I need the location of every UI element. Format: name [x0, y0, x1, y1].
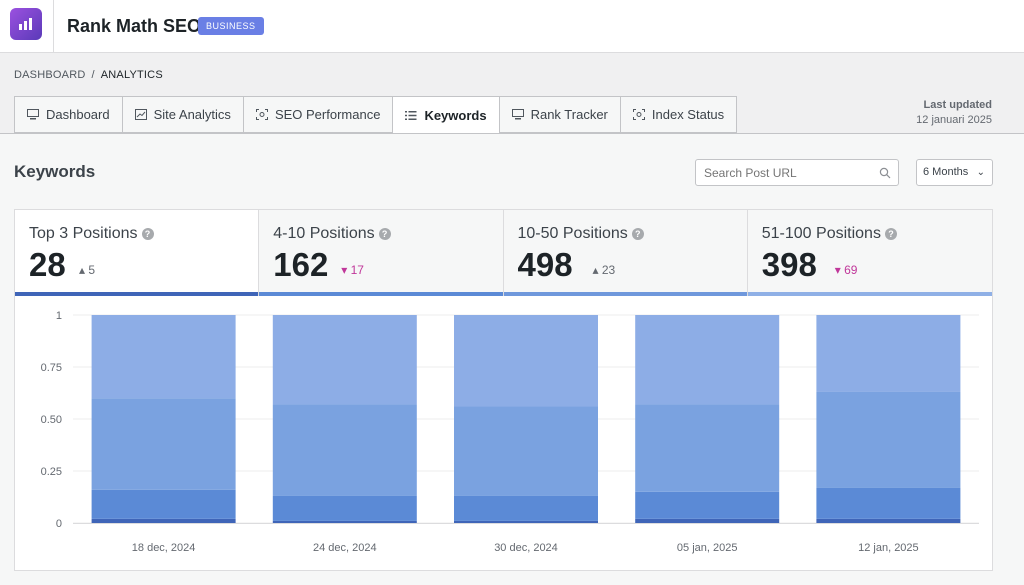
- tab-label: SEO Performance: [274, 107, 381, 122]
- stacked-bar-segment: [91, 518, 236, 523]
- x-tick-label: 18 dec, 2024: [132, 542, 196, 554]
- stacked-bar-segment: [91, 489, 236, 519]
- last-updated: Last updated 12 januari 2025: [916, 98, 992, 128]
- x-tick-label: 30 dec, 2024: [494, 542, 558, 554]
- stat-4-10[interactable]: 4-10 Positions? 162 ▾ 17: [259, 210, 504, 296]
- y-tick-label: 0: [56, 518, 62, 530]
- stat-label: 51-100 Positions: [761, 225, 881, 242]
- arrow-up-icon: ▴: [79, 263, 86, 277]
- stacked-bar-segment: [454, 520, 598, 523]
- x-tick-label: 05 jan, 2025: [677, 542, 738, 554]
- help-icon[interactable]: ?: [631, 228, 644, 240]
- keywords-card: Top 3 Positions? 28 ▴ 5 4-10 Positions? …: [14, 209, 993, 571]
- divider: [53, 0, 54, 53]
- tab-rank-tracker[interactable]: Rank Tracker: [498, 96, 620, 133]
- keywords-position-chart: 0 0.25 0.50 0.75 1 18 dec, 2024 24 dec, 2024 30…: [41, 310, 979, 554]
- stat-top3[interactable]: Top 3 Positions? 28 ▴ 5: [15, 210, 260, 296]
- stat-delta: ▾ 17: [341, 263, 364, 277]
- x-tick-label: 12 jan, 2025: [858, 542, 919, 554]
- tab-site-analytics[interactable]: Site Analytics: [121, 96, 243, 133]
- y-tick-label: 0.50: [41, 414, 62, 426]
- tab-label: Site Analytics: [153, 107, 231, 122]
- last-updated-date: 12 januari 2025: [916, 114, 992, 126]
- stat-label: 10-50 Positions: [517, 225, 628, 242]
- arrow-up-icon: ▴: [592, 263, 599, 277]
- search-icon[interactable]: [879, 167, 891, 179]
- app-title: Rank Math SEO: [67, 16, 202, 36]
- stat-color-bar: [503, 292, 747, 296]
- stacked-bar-segment: [272, 520, 417, 523]
- stacked-bar-segment: [635, 315, 780, 405]
- stat-delta: ▾ 69: [834, 263, 858, 277]
- position-stats: Top 3 Positions? 28 ▴ 5 4-10 Positions? …: [15, 210, 992, 296]
- arrow-down-icon: ▾: [834, 263, 841, 277]
- stacked-bar-segment: [816, 487, 961, 519]
- stacked-bar-segment: [635, 491, 780, 519]
- arrow-down-icon: ▾: [341, 263, 348, 277]
- monitor-icon: [27, 109, 39, 120]
- y-tick-label: 0.75: [41, 362, 62, 374]
- breadcrumb: DASHBOARD / ANALYTICS: [14, 69, 163, 81]
- x-tick-label: 24 dec, 2024: [313, 542, 377, 554]
- stat-51-100[interactable]: 51-100 Positions? 398 ▾ 69: [747, 210, 992, 296]
- help-icon[interactable]: ?: [141, 228, 154, 240]
- y-tick-label: 0.25: [41, 466, 62, 478]
- stacked-bar-segment: [91, 398, 236, 490]
- stacked-bar-segment: [635, 404, 780, 492]
- stat-value: 28: [29, 246, 66, 283]
- range-select[interactable]: 6 Months ⌄: [916, 159, 993, 186]
- stat-10-50[interactable]: 10-50 Positions? 498 ▴ 23: [503, 210, 748, 296]
- stat-label: Top 3 Positions: [29, 225, 138, 242]
- list-icon: [405, 110, 417, 121]
- stacked-bar-segment: [272, 495, 417, 521]
- help-icon[interactable]: ?: [884, 228, 897, 240]
- focus-icon: [632, 109, 645, 120]
- search-post-url-input[interactable]: [695, 159, 899, 186]
- analytics-tabs: Dashboard Site Analytics SEO Performance…: [14, 96, 738, 134]
- last-updated-label: Last updated: [923, 99, 992, 111]
- stat-color-bar: [259, 292, 503, 296]
- stacked-bar-segment: [454, 315, 598, 407]
- top-bar: Rank Math SEO BUSINESS: [0, 0, 1024, 53]
- breadcrumb-dashboard[interactable]: DASHBOARD: [14, 69, 86, 81]
- chart-line-icon: [134, 109, 147, 120]
- tab-keywords[interactable]: Keywords: [392, 96, 499, 134]
- section-title: Keywords: [14, 162, 96, 181]
- tab-index-status[interactable]: Index Status: [619, 96, 738, 133]
- stacked-bar-segment: [272, 404, 417, 496]
- rank-math-logo-icon[interactable]: [10, 8, 42, 40]
- breadcrumb-separator: /: [91, 69, 95, 81]
- stat-delta: ▴ 5: [79, 263, 96, 277]
- range-select-value: 6 Months: [923, 166, 969, 178]
- stacked-bar-segment: [816, 518, 961, 523]
- stacked-bar-segment: [816, 391, 961, 488]
- tab-label: Index Status: [651, 107, 725, 122]
- breadcrumb-current: ANALYTICS: [100, 69, 163, 81]
- tab-seo-performance[interactable]: SEO Performance: [242, 96, 393, 133]
- stacked-bar-segment: [272, 315, 417, 405]
- stacked-bar-segment: [91, 315, 236, 399]
- y-tick-label: 1: [56, 310, 62, 322]
- keywords-panel: Keywords 6 Months ⌄ Top 3 Positions? 28 …: [0, 133, 1024, 585]
- stacked-bar-segment: [635, 518, 780, 523]
- tab-dashboard[interactable]: Dashboard: [14, 96, 122, 133]
- stat-value: 162: [273, 246, 329, 283]
- chevron-down-icon: ⌄: [976, 167, 985, 178]
- stat-color-bar: [15, 292, 259, 296]
- tab-label: Rank Tracker: [530, 107, 608, 122]
- stat-delta: ▴ 23: [592, 263, 616, 277]
- tab-label: Keywords: [424, 108, 487, 123]
- stat-color-bar: [747, 292, 992, 296]
- stat-label: 4-10 Positions: [273, 225, 375, 242]
- monitor-icon: [511, 109, 524, 120]
- stacked-bar-segment: [816, 315, 961, 392]
- tab-label: Dashboard: [46, 107, 110, 122]
- focus-icon: [255, 109, 268, 120]
- stat-value: 498: [517, 246, 573, 283]
- stacked-bar-segment: [454, 406, 598, 496]
- help-icon[interactable]: ?: [378, 228, 391, 240]
- plan-badge: BUSINESS: [198, 17, 264, 35]
- stat-value: 398: [761, 246, 817, 283]
- stacked-bar-segment: [454, 495, 598, 521]
